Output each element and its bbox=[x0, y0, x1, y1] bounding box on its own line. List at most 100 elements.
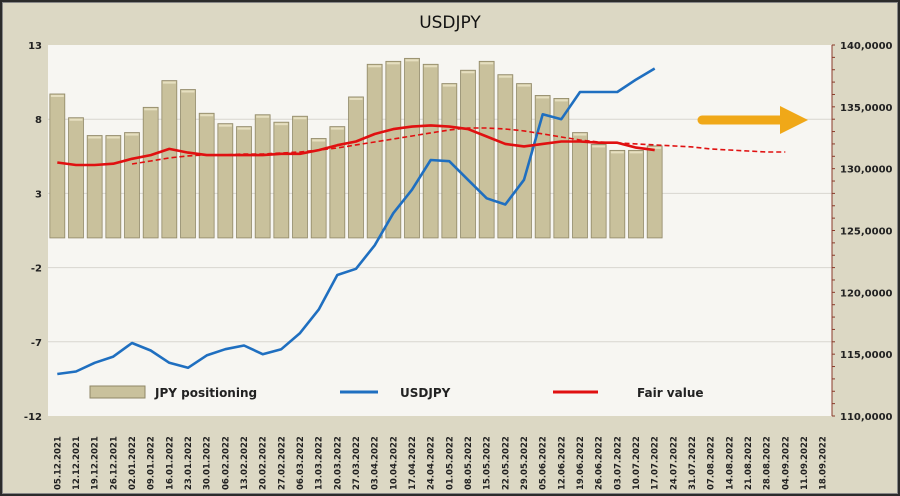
right-tick-label: 130,0000 bbox=[840, 165, 893, 176]
bar-highlight bbox=[386, 62, 400, 65]
bar-highlight bbox=[648, 146, 662, 149]
x-tick-label: 30.01.2022 bbox=[203, 436, 213, 490]
x-tick-label: 07.08.2022 bbox=[707, 436, 717, 490]
bar-highlight bbox=[200, 114, 214, 117]
bar-highlight bbox=[368, 65, 382, 68]
x-tick-label: 19.12.2021 bbox=[91, 436, 101, 490]
left-tick-label: -2 bbox=[31, 264, 42, 275]
bar-jpy-positioning bbox=[49, 93, 66, 239]
bar-highlight bbox=[237, 127, 251, 130]
bar-highlight bbox=[69, 118, 83, 121]
x-tick-label: 31.07.2022 bbox=[688, 436, 698, 490]
chart-title: USDJPY bbox=[419, 13, 481, 33]
bar-highlight bbox=[592, 145, 606, 148]
x-tick-label: 20.03.2022 bbox=[333, 436, 343, 490]
bar-jpy-positioning bbox=[516, 83, 532, 239]
bar-jpy-positioning bbox=[217, 123, 234, 239]
legend-label: Fair value bbox=[637, 386, 704, 400]
x-tick-label: 09.01.2022 bbox=[147, 436, 157, 490]
bar-jpy-positioning bbox=[609, 149, 626, 239]
bar-jpy-positioning bbox=[366, 63, 383, 239]
x-tick-label: 05.12.2021 bbox=[53, 436, 63, 490]
bar-jpy-positioning bbox=[646, 145, 663, 239]
x-tick-label: 11.09.2022 bbox=[800, 436, 810, 490]
bar-jpy-positioning bbox=[553, 98, 570, 239]
x-tick-label: 06.02.2022 bbox=[221, 436, 231, 490]
bar-jpy-positioning bbox=[497, 74, 514, 239]
bar-highlight bbox=[498, 75, 512, 78]
x-tick-label: 13.02.2022 bbox=[240, 436, 250, 490]
x-tick-label: 17.04.2022 bbox=[408, 436, 418, 490]
bar-jpy-positioning bbox=[422, 63, 439, 239]
x-tick-label: 04.09.2022 bbox=[781, 436, 791, 490]
bar-jpy-positioning bbox=[385, 60, 402, 239]
bar-highlight bbox=[405, 59, 419, 62]
bar-jpy-positioning bbox=[572, 132, 588, 239]
bar-highlight bbox=[218, 124, 232, 127]
line-fair-value bbox=[57, 124, 655, 167]
right-tick-label: 110,0000 bbox=[840, 412, 893, 423]
bar-jpy-positioning bbox=[105, 135, 122, 239]
left-tick-label: -12 bbox=[24, 412, 42, 423]
bar-jpy-positioning bbox=[254, 114, 271, 239]
x-tick-label: 21.08.2022 bbox=[744, 436, 754, 490]
x-tick-label: 12.06.2022 bbox=[557, 436, 567, 490]
legend: JPY positioning USDJPY Fair value bbox=[89, 385, 704, 400]
x-tick-label: 14.08.2022 bbox=[725, 436, 735, 490]
x-tick-label: 29.05.2022 bbox=[520, 436, 530, 490]
bar-highlight bbox=[330, 127, 344, 130]
x-tick-label: 13.03.2022 bbox=[315, 436, 325, 490]
bar-highlight bbox=[144, 108, 158, 111]
bar-jpy-positioning bbox=[348, 96, 364, 239]
bar-jpy-positioning bbox=[198, 112, 215, 239]
x-tick-label: 20.02.2022 bbox=[259, 436, 269, 490]
line-usdjpy bbox=[57, 67, 656, 376]
left-tick-label: -7 bbox=[31, 338, 42, 349]
x-tick-label: 17.07.2022 bbox=[651, 436, 661, 490]
left-tick-label: 8 bbox=[35, 115, 42, 126]
bar-jpy-positioning bbox=[478, 60, 495, 239]
bar-jpy-positioning bbox=[460, 69, 476, 239]
legend-label: JPY positioning bbox=[154, 386, 257, 400]
bar-jpy-positioning bbox=[142, 106, 159, 239]
bar-highlight bbox=[256, 115, 270, 118]
bar-highlight bbox=[50, 94, 64, 97]
bar-jpy-positioning bbox=[124, 132, 140, 239]
x-tick-label: 27.02.2022 bbox=[277, 436, 287, 490]
bar-highlight bbox=[424, 65, 438, 68]
bar-highlight bbox=[573, 133, 587, 136]
bar-jpy-positioning bbox=[329, 126, 346, 239]
x-tick-label: 22.05.2022 bbox=[501, 436, 511, 490]
bar-jpy-positioning bbox=[68, 117, 84, 239]
right-tick-label: 140,0000 bbox=[840, 41, 893, 52]
left-tick-label: 13 bbox=[28, 41, 42, 52]
bar-highlight bbox=[125, 133, 139, 136]
x-tick-label: 03.04.2022 bbox=[371, 436, 381, 490]
bar-highlight bbox=[106, 136, 120, 139]
x-tick-label: 12.12.2021 bbox=[72, 436, 82, 490]
bar-jpy-positioning bbox=[628, 149, 644, 239]
right-tick-label: 125,0000 bbox=[840, 227, 893, 238]
bar-jpy-positioning bbox=[161, 80, 178, 239]
bar-jpy-positioning bbox=[590, 144, 607, 239]
x-tick-label: 16.01.2022 bbox=[165, 436, 175, 490]
x-tick-label: 24.07.2022 bbox=[669, 436, 679, 490]
x-tick-label: 18.09.2022 bbox=[819, 436, 829, 490]
arrow-icon bbox=[697, 106, 808, 134]
bar-highlight bbox=[349, 97, 363, 100]
x-tick-label: 06.03.2022 bbox=[296, 436, 306, 490]
bar-highlight bbox=[181, 90, 195, 93]
bar-highlight bbox=[88, 136, 102, 139]
bar-highlight bbox=[442, 84, 456, 87]
bar-jpy-positioning bbox=[86, 135, 103, 239]
bar-jpy-positioning bbox=[310, 138, 327, 239]
x-tick-label: 08.05.2022 bbox=[464, 436, 474, 490]
bar-highlight bbox=[312, 139, 326, 142]
right-tick-label: 120,0000 bbox=[840, 288, 893, 299]
x-tick-label: 26.06.2022 bbox=[595, 436, 605, 490]
x-tick-label: 10.07.2022 bbox=[632, 436, 642, 490]
x-tick-label: 02.01.2022 bbox=[128, 436, 138, 490]
x-tick-label: 27.03.2022 bbox=[352, 436, 362, 490]
x-tick-label: 01.05.2022 bbox=[445, 436, 455, 490]
bar-highlight bbox=[517, 84, 531, 87]
